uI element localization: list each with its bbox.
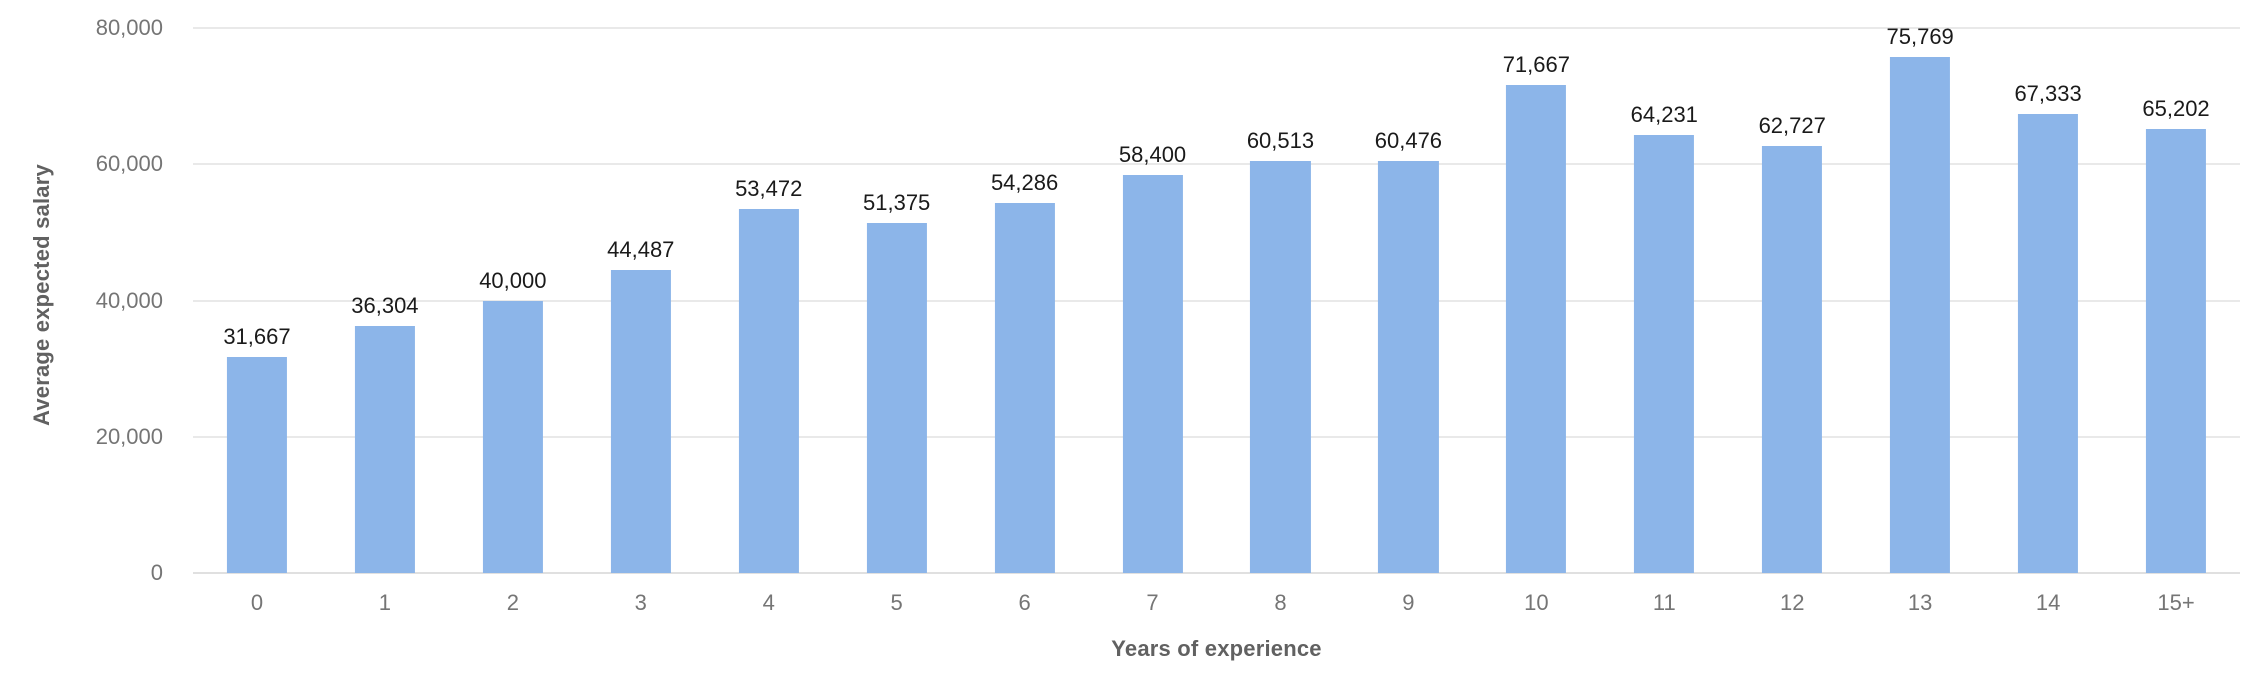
- y-tick-label: 60,000: [95, 151, 163, 177]
- bar: [354, 325, 415, 573]
- x-tick-label: 11: [1652, 590, 1676, 615]
- gridline: [193, 435, 2240, 438]
- y-tick-label: 40,000: [95, 287, 163, 313]
- bar: [226, 357, 288, 573]
- bar-value-label: 67,333: [2014, 81, 2082, 107]
- bar-slot: 60,513: [1217, 28, 1345, 573]
- bar-slot: 51,375: [833, 28, 961, 573]
- x-tick-label: 9: [1402, 590, 1415, 615]
- bar: [866, 223, 927, 573]
- gridline: [193, 572, 2240, 574]
- bar: [2018, 114, 2079, 573]
- x-tick-labels: 0 1 2 3 4 5 6 7 8 9 10 11 12 13 14 15+: [193, 590, 2240, 616]
- bar-value-label: 75,769: [1886, 23, 1954, 49]
- bar-slot: 36,304: [321, 28, 449, 573]
- bar: [1378, 161, 1439, 573]
- bar: [1122, 175, 1183, 573]
- bar: [610, 269, 671, 573]
- bar-value-label: 40,000: [479, 267, 547, 293]
- bar: [1250, 160, 1311, 573]
- y-tick-label: 80,000: [95, 15, 163, 40]
- bar-value-label: 51,375: [863, 190, 931, 216]
- bar-value-label: 64,231: [1630, 102, 1698, 128]
- bar-slot: 67,333: [1984, 28, 2112, 573]
- bar-value-label: 54,286: [990, 170, 1059, 196]
- y-tick-labels: 0 20,000 40,000 60,000 80,000: [0, 17, 163, 584]
- x-tick-label: 1: [378, 590, 392, 615]
- x-tick-label: 6: [1018, 590, 1031, 615]
- bar-slot: 44,487: [577, 28, 705, 573]
- x-tick-label: 8: [1274, 590, 1287, 615]
- bar-value-label: 53,472: [735, 175, 803, 201]
- bar: [1890, 56, 1951, 573]
- bar: [738, 208, 799, 573]
- x-tick-label: 0: [250, 590, 264, 615]
- bar-slot: 60,476: [1344, 28, 1472, 573]
- x-tick-label: 7: [1146, 590, 1159, 615]
- bar-slot: 40,000: [449, 28, 577, 573]
- gridline: [193, 27, 2240, 29]
- bar: [1634, 135, 1695, 573]
- bar: [482, 300, 543, 573]
- bar-slot: 62,727: [1728, 28, 1856, 573]
- x-tick-label: 10: [1524, 590, 1549, 615]
- bar-slot: 54,286: [961, 28, 1089, 573]
- plot-area: 31,667 36,304 40,000 44,487 53,472 51,375 54,2…: [193, 25, 2240, 574]
- bar-value-label: 65,202: [2142, 95, 2210, 121]
- bar-slot: 53,472: [705, 28, 833, 573]
- bar-value-label: 44,487: [607, 236, 675, 262]
- x-tick-label: 13: [1907, 590, 1933, 615]
- bar-slot: 71,667: [1472, 28, 1600, 573]
- bar-value-label: 71,667: [1502, 51, 1570, 77]
- x-tick-label: 3: [634, 590, 647, 615]
- x-tick-label: 15+: [2157, 590, 2195, 615]
- bar: [994, 203, 1055, 573]
- x-tick-label: 14: [2035, 590, 2061, 615]
- x-tick-label: 12: [1779, 590, 1805, 615]
- bar-slot: 65,202: [2112, 28, 2240, 573]
- bar-slot: 58,400: [1089, 28, 1217, 573]
- bar-value-label: 60,513: [1246, 127, 1315, 153]
- x-tick-label: 5: [890, 590, 903, 615]
- bar-slot: 31,667: [193, 28, 321, 573]
- bar-value-label: 31,667: [223, 324, 291, 350]
- bar-value-label: 58,400: [1118, 142, 1187, 168]
- y-tick-label: 20,000: [95, 423, 163, 449]
- bar-value-label: 36,304: [351, 292, 419, 318]
- x-tick-label: 2: [506, 590, 519, 615]
- bar-value-label: 62,727: [1758, 112, 1826, 138]
- bar-value-label: 60,476: [1374, 128, 1443, 154]
- y-tick-label: 0: [150, 560, 163, 585]
- x-tick-label: 4: [762, 590, 775, 615]
- bar: [2145, 128, 2207, 573]
- bar-slot: 75,769: [1856, 25, 1984, 573]
- bar: [1762, 145, 1823, 573]
- x-axis-title: Years of experience: [1111, 636, 1322, 661]
- bar-slot: 64,231: [1600, 28, 1728, 573]
- gridline: [193, 163, 2240, 166]
- bar: [1506, 84, 1567, 573]
- gridline: [193, 299, 2240, 302]
- bars: 31,667 36,304 40,000 44,487 53,472 51,375 54,2…: [193, 25, 2240, 573]
